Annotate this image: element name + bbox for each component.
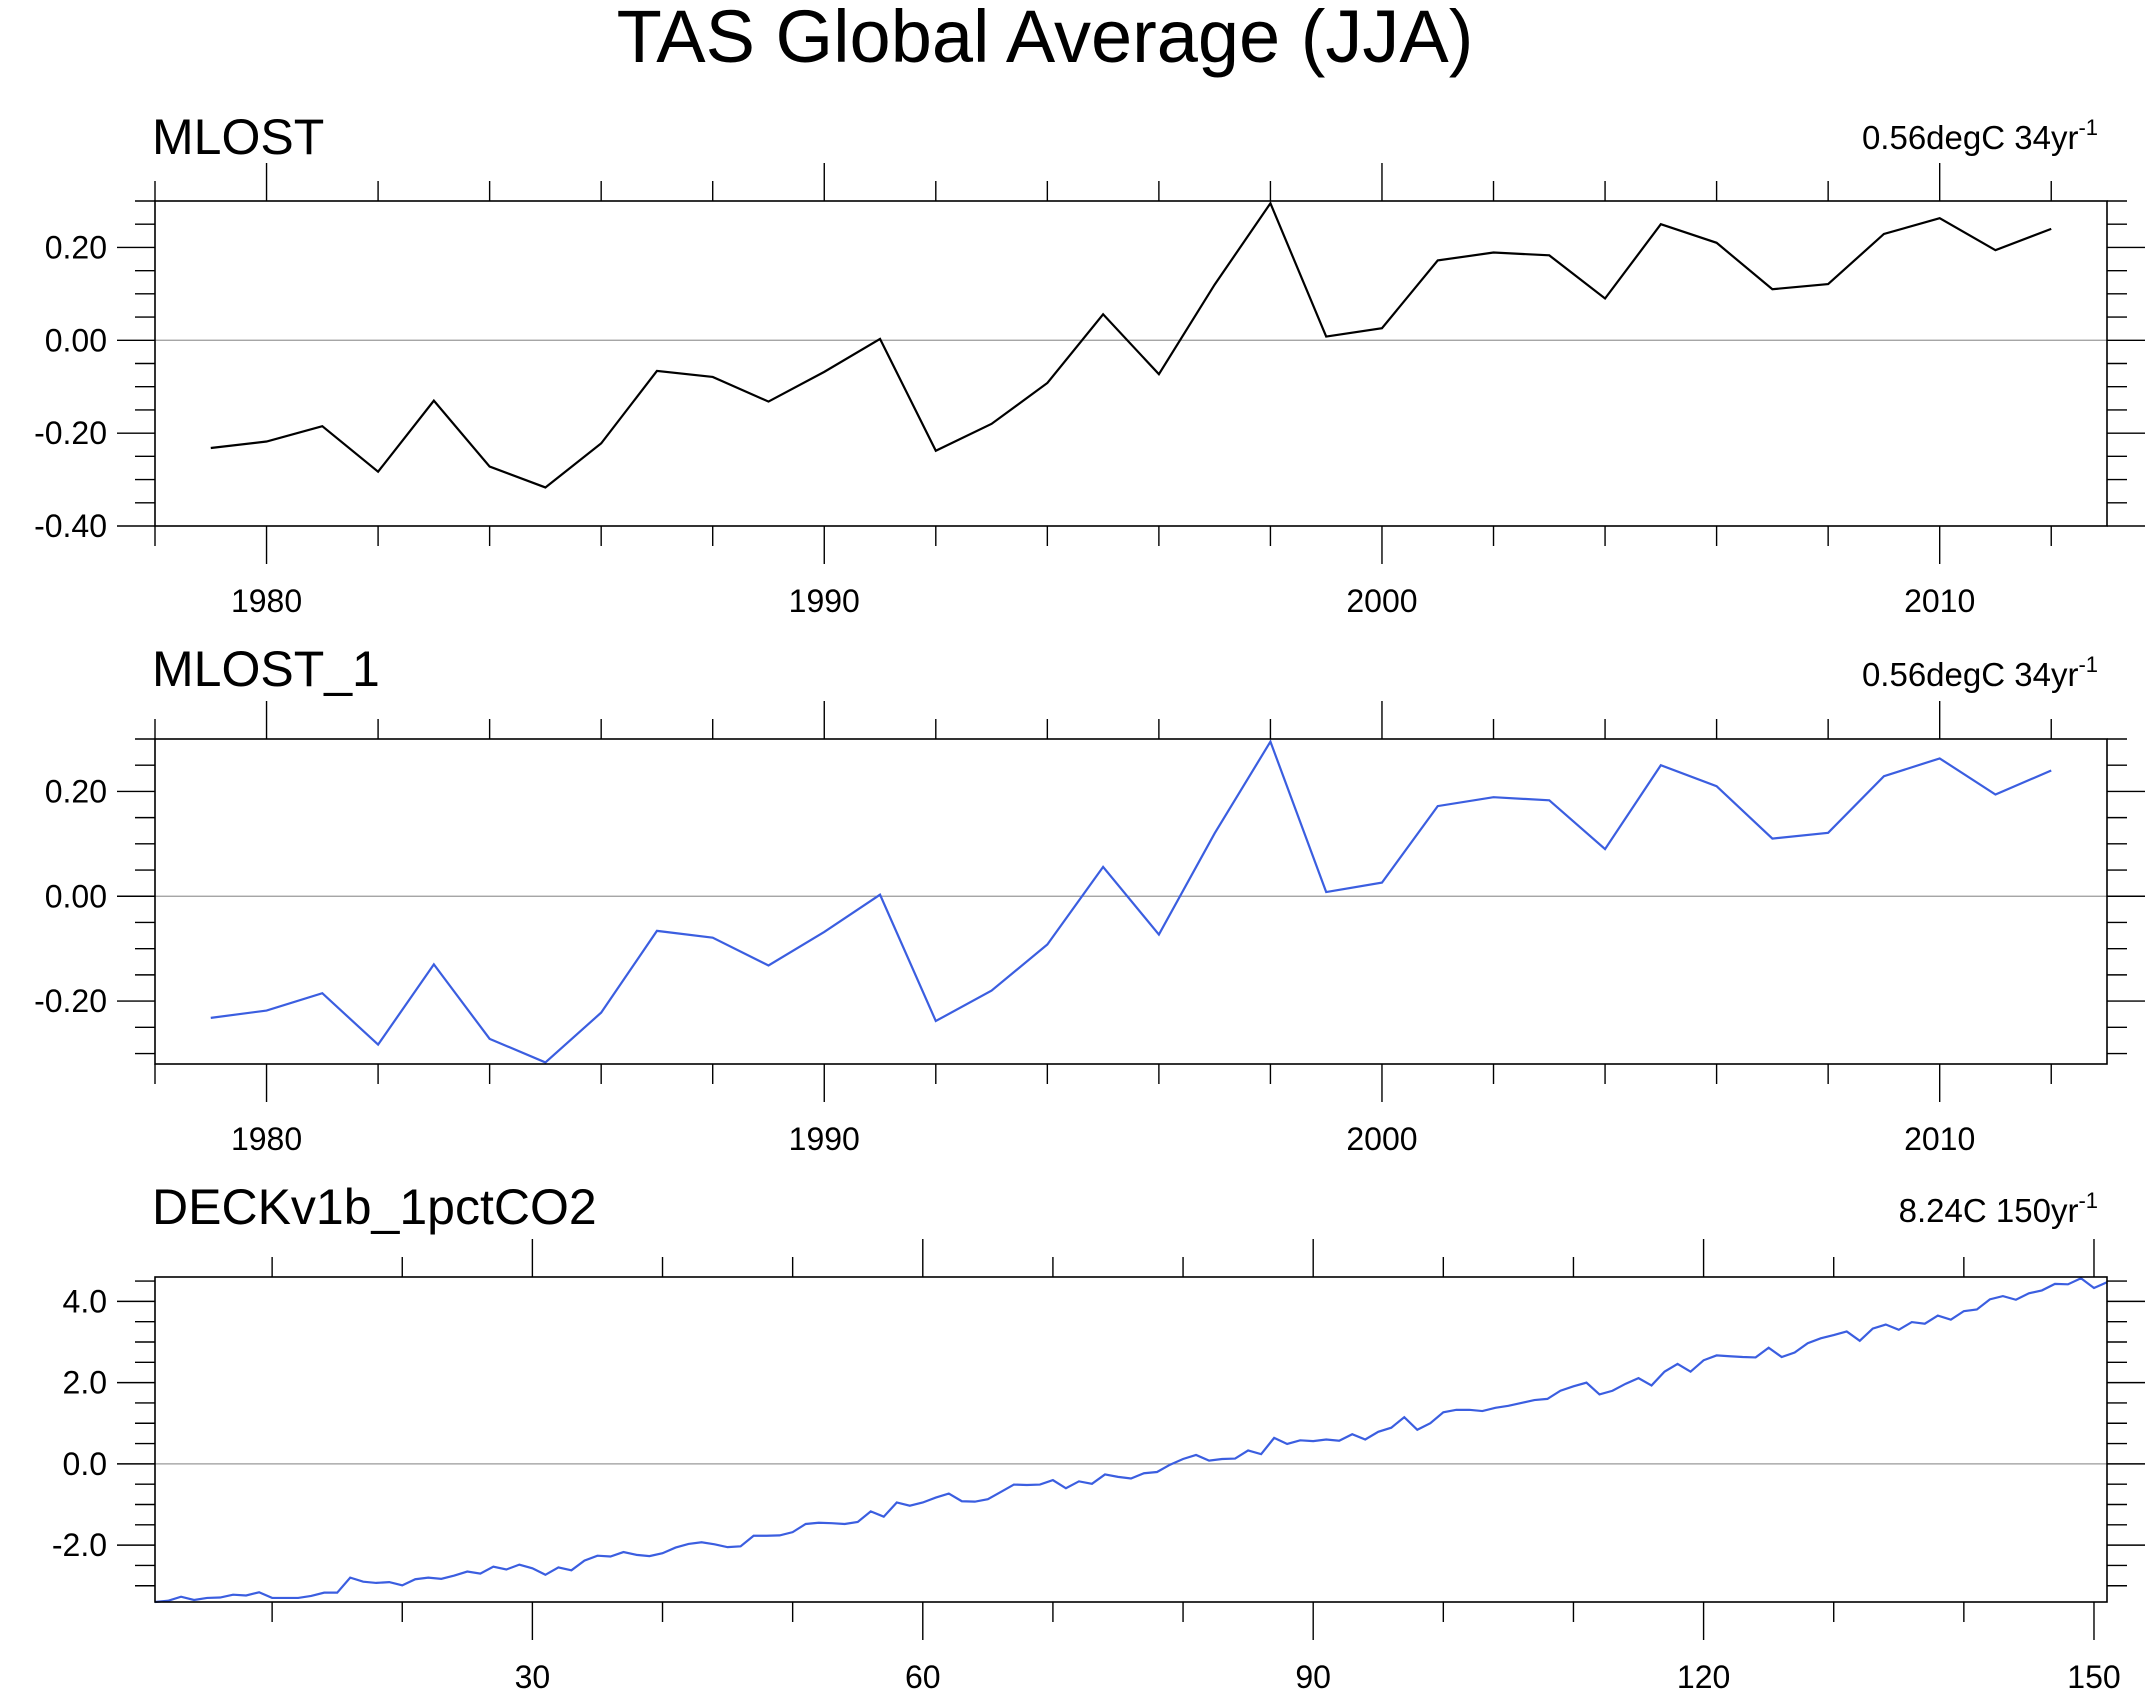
trend-label-exponent: -1 [2078,652,2098,677]
x-tick-label: 90 [1295,1659,1331,1695]
trend-label-text: 8.24C 150yr [1899,1192,2079,1229]
x-tick-label: 1980 [231,1121,302,1157]
x-tick-label: 30 [515,1659,551,1695]
x-tick-label: 60 [905,1659,941,1695]
trend-label-text: 0.56degC 34yr [1862,119,2078,156]
x-tick-label: 2000 [1346,583,1417,619]
y-tick-label: 4.0 [63,1283,107,1319]
plot-frame [154,200,2108,527]
x-tick-label: 2000 [1346,1121,1417,1157]
plot-frame [154,1276,2108,1603]
figure-title: TAS Global Average (JJA) [617,0,1474,78]
axes: -2.0 0.0 2.0 4.0 30 60 90 120 150 [52,1239,2145,1695]
series-line [210,739,2052,1064]
panel-mlost: MLOST 0.56degC 34yr-1 -0.40 -0.20 0.00 0.20… [34,109,2145,619]
trend-label: 8.24C 150yr-1 [1899,1188,2098,1229]
x-tick-label: 150 [2067,1659,2120,1695]
x-tick-label: 1990 [789,1121,860,1157]
x-tick-label: 120 [1677,1659,1730,1695]
y-tick-label: 0.00 [45,878,107,914]
y-tick-label: -0.20 [34,983,107,1019]
y-tick-label: -0.20 [34,415,107,451]
y-tick-label: 0.20 [45,229,107,265]
x-tick-label: 2010 [1904,1121,1975,1157]
y-tick-label: -0.40 [34,508,107,544]
y-tick-label: 0.20 [45,773,107,809]
y-tick-label: 0.00 [45,322,107,358]
panel-mlost-1: MLOST_1 0.56degC 34yr-1 -0.20 0.00 0.20 198… [34,641,2145,1157]
panel-title: MLOST [152,109,324,165]
trend-label-text: 0.56degC 34yr [1862,656,2078,693]
panel-title: DECKv1b_1pctCO2 [152,1179,597,1235]
x-tick-label: 1980 [231,583,302,619]
trend-label: 0.56degC 34yr-1 [1862,652,2098,693]
y-tick-label: 0.0 [63,1446,107,1482]
y-tick-label: -2.0 [52,1527,107,1563]
panel-title: MLOST_1 [152,641,380,697]
trend-label: 0.56degC 34yr-1 [1862,115,2098,156]
plot-frame [154,738,2108,1065]
x-tick-label: 2010 [1904,583,1975,619]
axes: -0.40 -0.20 0.00 0.20 1980 1990 2000 2010 [34,163,2145,619]
series-line [154,1276,2108,1604]
axes: -0.20 0.00 0.20 1980 1990 2000 2010 [34,701,2145,1157]
x-tick-label: 1990 [789,583,860,619]
panel-deckv1b-1pctco2: DECKv1b_1pctCO2 8.24C 150yr-1 -2.0 0.0 2.0… [52,1179,2145,1695]
trend-label-exponent: -1 [2078,1188,2098,1213]
y-tick-label: 2.0 [63,1365,107,1401]
trend-label-exponent: -1 [2078,115,2098,140]
series-line [210,201,2052,489]
